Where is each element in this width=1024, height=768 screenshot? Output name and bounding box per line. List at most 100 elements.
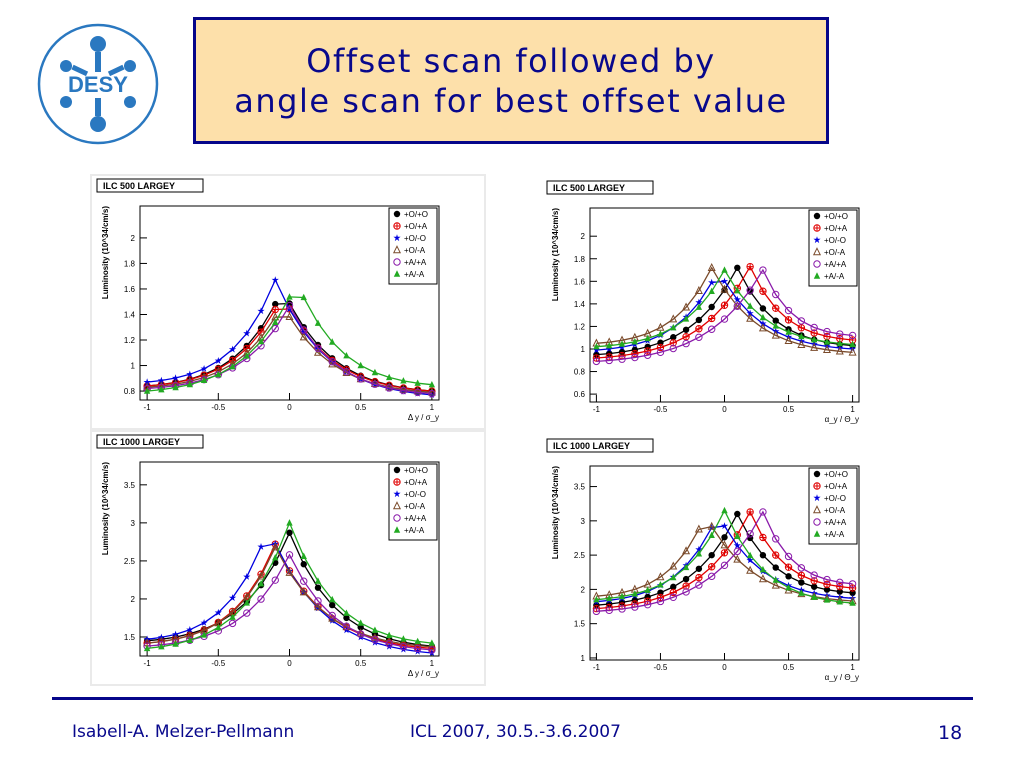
- x-tick-label: -0.5: [654, 405, 668, 414]
- chart-angle-scan-ilc500: ILC 500 LARGEY -1 -0.5 0 0.5 1 0.6 0.8 1 1.2 1.4 1.…: [542, 178, 904, 430]
- x-tick-label: -1: [144, 403, 152, 412]
- legend-label: +O/-A: [404, 502, 426, 511]
- data-point: [695, 316, 703, 324]
- data-point: [746, 286, 754, 294]
- data-point: [385, 384, 393, 392]
- data-point: [592, 607, 601, 616]
- data-point: [758, 323, 767, 332]
- data-point: [631, 590, 639, 597]
- data-point: [772, 576, 779, 583]
- data-point: [707, 563, 716, 571]
- data-point: [836, 588, 843, 595]
- y-tick-label: 1.5: [124, 633, 136, 642]
- legend-label: +A/-A: [404, 526, 425, 535]
- data-point: [606, 594, 613, 602]
- data-point: [200, 619, 208, 626]
- data-point: [707, 314, 716, 323]
- legend-label: +A/+A: [404, 258, 427, 267]
- data-point: [343, 609, 350, 616]
- data-point: [413, 644, 422, 653]
- data-point: [618, 355, 626, 363]
- legend-marker: [393, 270, 401, 277]
- legend-marker: [813, 224, 821, 232]
- legend-label: +O/+A: [824, 482, 848, 491]
- data-point: [707, 521, 716, 530]
- data-point: [342, 622, 351, 630]
- data-point: [669, 344, 677, 353]
- legend-label: +O/-O: [404, 234, 426, 243]
- data-point: [836, 582, 844, 591]
- data-point: [215, 623, 222, 631]
- series-line: [596, 268, 853, 363]
- data-point: [428, 389, 436, 398]
- desy-logo: DESY: [37, 23, 159, 145]
- data-point: [618, 605, 626, 613]
- legend-marker: [812, 505, 822, 514]
- title-line-2: angle scan for best offset value: [234, 81, 788, 120]
- series-+A/-A: [593, 506, 856, 606]
- data-point: [772, 290, 780, 299]
- data-point: [759, 508, 767, 516]
- logo-particles: [60, 36, 136, 132]
- x-axis-label: α_y / Θ_y: [825, 673, 859, 682]
- legend-marker: [813, 494, 821, 502]
- x-tick-label: 1: [430, 403, 435, 412]
- data-point: [618, 592, 626, 600]
- data-point: [631, 353, 639, 362]
- series-+O/+O: [593, 510, 856, 609]
- series-+A/-A: [143, 293, 436, 394]
- legend-label: +A/-A: [824, 272, 845, 281]
- data-point: [669, 314, 678, 323]
- data-point: [158, 385, 165, 393]
- y-tick-label: 2.5: [574, 551, 586, 560]
- data-point: [785, 328, 792, 335]
- data-point: [343, 614, 350, 622]
- data-point: [329, 601, 336, 609]
- data-point: [720, 284, 729, 293]
- data-point: [300, 326, 308, 334]
- legend-label: +O/+A: [404, 478, 428, 487]
- y-tick-label: 2: [131, 234, 136, 243]
- legend-marker: [392, 501, 402, 510]
- data-point: [172, 640, 179, 647]
- data-point: [784, 552, 793, 561]
- data-point: [272, 300, 279, 308]
- data-point: [314, 584, 322, 591]
- data-point: [848, 584, 857, 592]
- series-line: [596, 510, 853, 612]
- x-tick-label: -1: [593, 405, 601, 414]
- data-point: [772, 535, 780, 543]
- logo-ring: [37, 23, 159, 145]
- data-point: [657, 581, 664, 588]
- data-point: [707, 262, 716, 271]
- x-axis-label: α_y / Θ_y: [825, 415, 859, 424]
- chart-title: ILC 500 LARGEY: [103, 181, 175, 191]
- data-point: [427, 387, 436, 396]
- data-point: [631, 596, 639, 604]
- data-point: [357, 361, 364, 369]
- data-point: [593, 343, 600, 350]
- data-point: [186, 636, 194, 644]
- data-point: [823, 338, 831, 345]
- data-point: [314, 597, 322, 605]
- data-point: [229, 613, 236, 620]
- legend-label: +O/+O: [404, 466, 428, 475]
- data-point: [670, 573, 677, 581]
- data-point: [271, 324, 279, 333]
- data-point: [631, 346, 639, 354]
- data-point: [797, 339, 806, 348]
- x-tick-label: -0.5: [211, 659, 225, 668]
- data-point: [328, 358, 336, 366]
- legend-marker: [393, 490, 401, 498]
- data-point: [848, 347, 857, 356]
- data-point: [835, 346, 844, 355]
- legend-label: +O/-A: [824, 248, 846, 257]
- data-point: [605, 345, 613, 352]
- data-point: [399, 642, 408, 651]
- data-point: [772, 304, 780, 312]
- data-point: [385, 382, 394, 391]
- legend-marker: [813, 212, 821, 220]
- y-tick-label: 1.8: [574, 255, 586, 264]
- data-point: [272, 318, 279, 326]
- data-point: [257, 307, 265, 315]
